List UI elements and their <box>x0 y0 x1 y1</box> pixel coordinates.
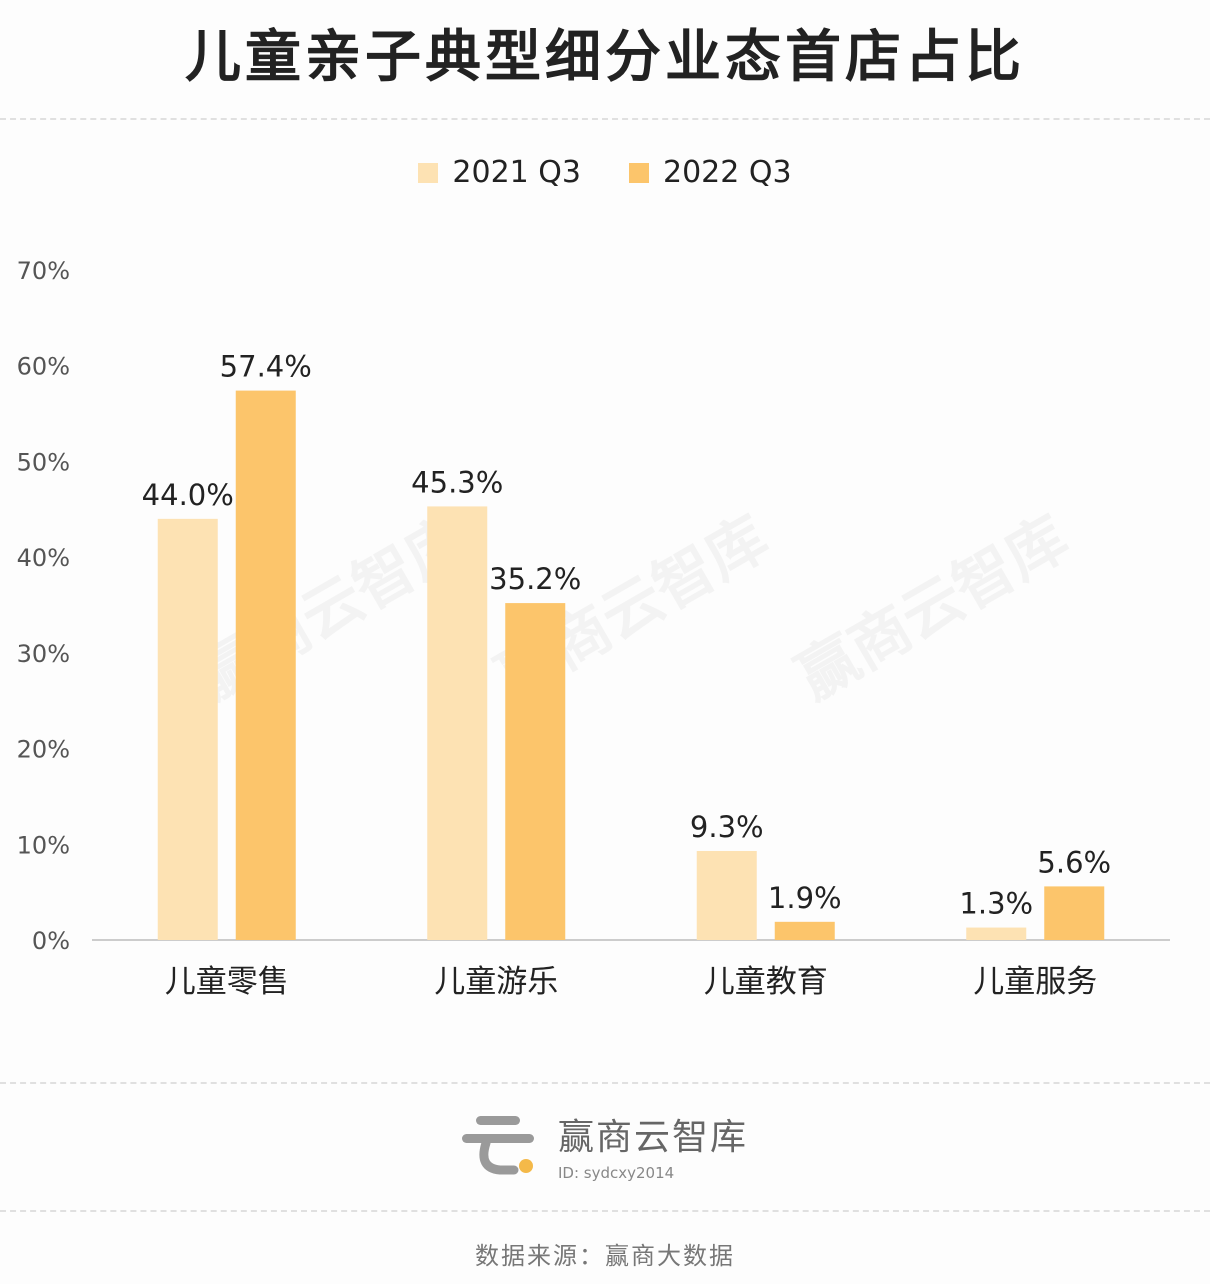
y-tick-label: 20% <box>17 736 70 764</box>
y-tick-label: 40% <box>17 544 70 572</box>
y-tick-label: 70% <box>17 257 70 285</box>
x-tick-label: 儿童零售 <box>165 964 289 1000</box>
brand-block: 赢商云智库 ID: sydcxy2014 <box>460 1108 748 1182</box>
title-divider <box>0 118 1210 120</box>
legend-swatch-2021 <box>418 162 439 183</box>
bar-2021 <box>427 506 488 940</box>
brand-id: ID: sydcxy2014 <box>558 1164 675 1182</box>
data-label: 1.3% <box>959 887 1033 921</box>
bar-2022 <box>774 921 835 940</box>
bar-2021 <box>157 518 218 940</box>
brand-logo-icon <box>460 1110 536 1180</box>
chart-title: 儿童亲子典型细分业态首店占比 <box>185 25 1025 90</box>
legend-label-2022: 2022 Q3 <box>663 155 792 190</box>
bar-chart: 0% 10% 20% 30% 40% 50% 60% 70% 44.0% 57.4% 儿童零售 45.… <box>17 257 1170 1000</box>
x-tick-label: 儿童教育 <box>704 964 828 1000</box>
data-label: 44.0% <box>142 478 234 512</box>
bar-2021 <box>696 850 757 940</box>
legend: 2021 Q3 2022 Q3 <box>0 155 1210 190</box>
x-tick-label: 儿童服务 <box>973 964 1097 1000</box>
data-label: 35.2% <box>489 562 581 596</box>
y-tick-label: 50% <box>17 448 70 476</box>
data-label: 5.6% <box>1037 845 1111 879</box>
data-label: 45.3% <box>411 465 503 499</box>
legend-item-2021: 2021 Q3 <box>418 155 581 190</box>
footer-divider-top <box>0 1082 1210 1084</box>
y-tick-label: 60% <box>17 353 70 381</box>
bar-2022 <box>505 603 566 940</box>
y-tick-label: 30% <box>17 640 70 668</box>
data-source: 数据来源：赢商大数据 <box>475 1242 735 1270</box>
data-label: 9.3% <box>690 810 764 844</box>
bar-2022 <box>1044 886 1105 940</box>
y-tick-label: 0% <box>32 927 70 955</box>
brand-name: 赢商云智库 <box>558 1117 749 1158</box>
legend-label-2021: 2021 Q3 <box>452 155 581 190</box>
bar-2021 <box>966 927 1027 940</box>
footer-divider-bottom <box>0 1210 1210 1212</box>
data-label: 1.9% <box>768 881 842 915</box>
bar-2022 <box>235 390 296 941</box>
x-tick-label: 儿童游乐 <box>434 964 558 1000</box>
y-tick-label: 10% <box>17 831 70 859</box>
legend-item-2022: 2022 Q3 <box>629 155 792 190</box>
legend-swatch-2022 <box>629 162 649 183</box>
data-label: 57.4% <box>220 350 312 384</box>
